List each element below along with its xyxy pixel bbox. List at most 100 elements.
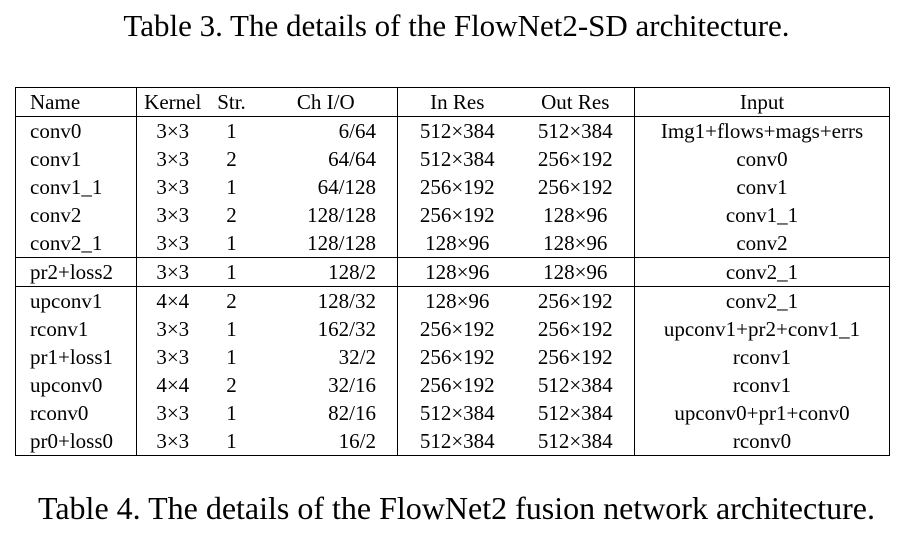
cell-in-res: 512×384 [419, 147, 495, 171]
cell-out-res: 512×384 [516, 371, 635, 399]
cell-name: pr0+loss0 [15, 427, 137, 456]
cell-name: pr1+loss1 [15, 343, 137, 371]
table-row: rconv1 3×3 1 162/32 256×192 256×192 upconv1+pr… [15, 315, 890, 343]
table-body: conv0 3×3 1 6/64 512×384 512×384 Img1+flows+ma… [15, 116, 890, 456]
cell-stride: 1 [226, 401, 237, 425]
cell-out-res: 256×192 [516, 343, 635, 371]
cell-input: conv0 [736, 147, 788, 171]
table-3-caption: Table 3. The details of the FlowNet2-SD … [123, 8, 790, 43]
header-name: Name [15, 87, 137, 117]
cell-out-res: 256×192 [516, 286, 635, 315]
table-row: upconv0 4×4 2 32/16 256×192 512×384 rconv1 [15, 371, 890, 399]
table-row: conv1_1 3×3 1 64/128 256×192 256×192 conv1 [15, 173, 890, 201]
table-row: pr0+loss0 3×3 1 16/2 512×384 512×384 rconv0 [15, 427, 890, 456]
cell-input: upconv1+pr2+conv1_1 [663, 317, 861, 341]
cell-out-res: 512×384 [516, 399, 635, 427]
cell-out-res: 512×384 [516, 116, 635, 145]
cell-name: rconv0 [15, 399, 137, 427]
cell-out-res: 512×384 [516, 427, 635, 456]
cell-ch-io: 32/2 [254, 343, 398, 371]
header-kernel: Kernel [144, 90, 202, 114]
cell-stride: 1 [226, 429, 237, 453]
table-row: conv2_1 3×3 1 128/128 128×96 128×96 conv2 [15, 229, 890, 258]
cell-name: pr2+loss2 [15, 257, 137, 287]
table-row: upconv1 4×4 2 128/32 128×96 256×192 conv2_1 [15, 286, 890, 315]
cell-stride: 1 [226, 231, 237, 255]
cell-in-res: 256×192 [419, 373, 495, 397]
header-stride: Str. [217, 90, 246, 114]
cell-ch-io: 6/64 [254, 116, 398, 145]
cell-input: conv2_1 [725, 260, 799, 284]
cell-in-res: 128×96 [425, 231, 490, 255]
cell-in-res: 256×192 [419, 203, 495, 227]
cell-ch-io: 64/64 [254, 145, 398, 173]
cell-out-res: 256×192 [516, 173, 635, 201]
cell-stride: 2 [226, 147, 237, 171]
cell-stride: 1 [226, 345, 237, 369]
cell-input: rconv1 [732, 373, 792, 397]
architecture-table: Name Kernel Str. Ch I/O In Res Out Res I… [15, 87, 890, 456]
cell-out-res: 128×96 [516, 257, 635, 287]
cell-ch-io: 128/32 [254, 286, 398, 315]
cell-in-res: 256×192 [419, 345, 495, 369]
cell-ch-io: 128/128 [254, 201, 398, 229]
header-input: Input [739, 90, 785, 114]
cell-in-res: 256×192 [419, 317, 495, 341]
cell-ch-io: 16/2 [254, 427, 398, 456]
cell-in-res: 128×96 [425, 289, 490, 313]
cell-ch-io: 82/16 [254, 399, 398, 427]
cell-input: conv1 [736, 175, 788, 199]
cell-in-res: 256×192 [419, 175, 495, 199]
cell-kernel: 3×3 [156, 175, 190, 199]
cell-out-res: 256×192 [516, 145, 635, 173]
cell-input: Img1+flows+mags+errs [660, 119, 864, 143]
cell-ch-io: 128/2 [254, 257, 398, 287]
cell-ch-io: 64/128 [254, 173, 398, 201]
cell-stride: 1 [226, 175, 237, 199]
cell-kernel: 3×3 [156, 260, 190, 284]
cell-in-res: 512×384 [419, 429, 495, 453]
cell-kernel: 3×3 [156, 203, 190, 227]
cell-kernel: 3×3 [156, 147, 190, 171]
cell-ch-io: 162/32 [254, 315, 398, 343]
cell-input: conv2_1 [725, 289, 799, 313]
cell-name: upconv1 [15, 286, 137, 315]
table-row: conv1 3×3 2 64/64 512×384 256×192 conv0 [15, 145, 890, 173]
cell-input: conv2 [736, 231, 788, 255]
table-row: conv2 3×3 2 128/128 256×192 128×96 conv1_1 [15, 201, 890, 229]
table-row: rconv0 3×3 1 82/16 512×384 512×384 upconv0+pr1… [15, 399, 890, 427]
table-row: conv0 3×3 1 6/64 512×384 512×384 Img1+flows+ma… [15, 116, 890, 145]
cell-out-res: 256×192 [516, 315, 635, 343]
cell-kernel: 4×4 [156, 373, 190, 397]
table-row: pr1+loss1 3×3 1 32/2 256×192 256×192 rconv1 [15, 343, 890, 371]
header-out-res: Out Res [516, 87, 635, 117]
cell-name: upconv0 [15, 371, 137, 399]
cell-stride: 2 [226, 203, 237, 227]
table-row: pr2+loss2 3×3 1 128/2 128×96 128×96 conv2_1 [15, 257, 890, 287]
cell-kernel: 3×3 [156, 231, 190, 255]
cell-input: upconv0+pr1+conv0 [674, 401, 850, 425]
header-in-res: In Res [430, 90, 485, 114]
cell-stride: 1 [226, 317, 237, 341]
cell-name: conv2_1 [15, 229, 137, 258]
cell-name: conv0 [15, 116, 137, 145]
cell-input: conv1_1 [725, 203, 799, 227]
cell-kernel: 3×3 [156, 401, 190, 425]
cell-kernel: 4×4 [156, 289, 190, 313]
cell-kernel: 3×3 [156, 317, 190, 341]
cell-in-res: 512×384 [419, 119, 495, 143]
cell-stride: 2 [226, 289, 237, 313]
cell-name: conv1_1 [15, 173, 137, 201]
cell-in-res: 512×384 [419, 401, 495, 425]
cell-in-res: 128×96 [425, 260, 490, 284]
cell-input: rconv0 [732, 429, 792, 453]
cell-out-res: 128×96 [516, 201, 635, 229]
cell-stride: 2 [226, 373, 237, 397]
cell-ch-io: 128/128 [254, 229, 398, 258]
cell-name: conv1 [15, 145, 137, 173]
header-ch-io: Ch I/O [254, 87, 398, 117]
cell-name: rconv1 [15, 315, 137, 343]
cell-stride: 1 [226, 119, 237, 143]
cell-stride: 1 [226, 260, 237, 284]
cell-out-res: 128×96 [516, 229, 635, 258]
